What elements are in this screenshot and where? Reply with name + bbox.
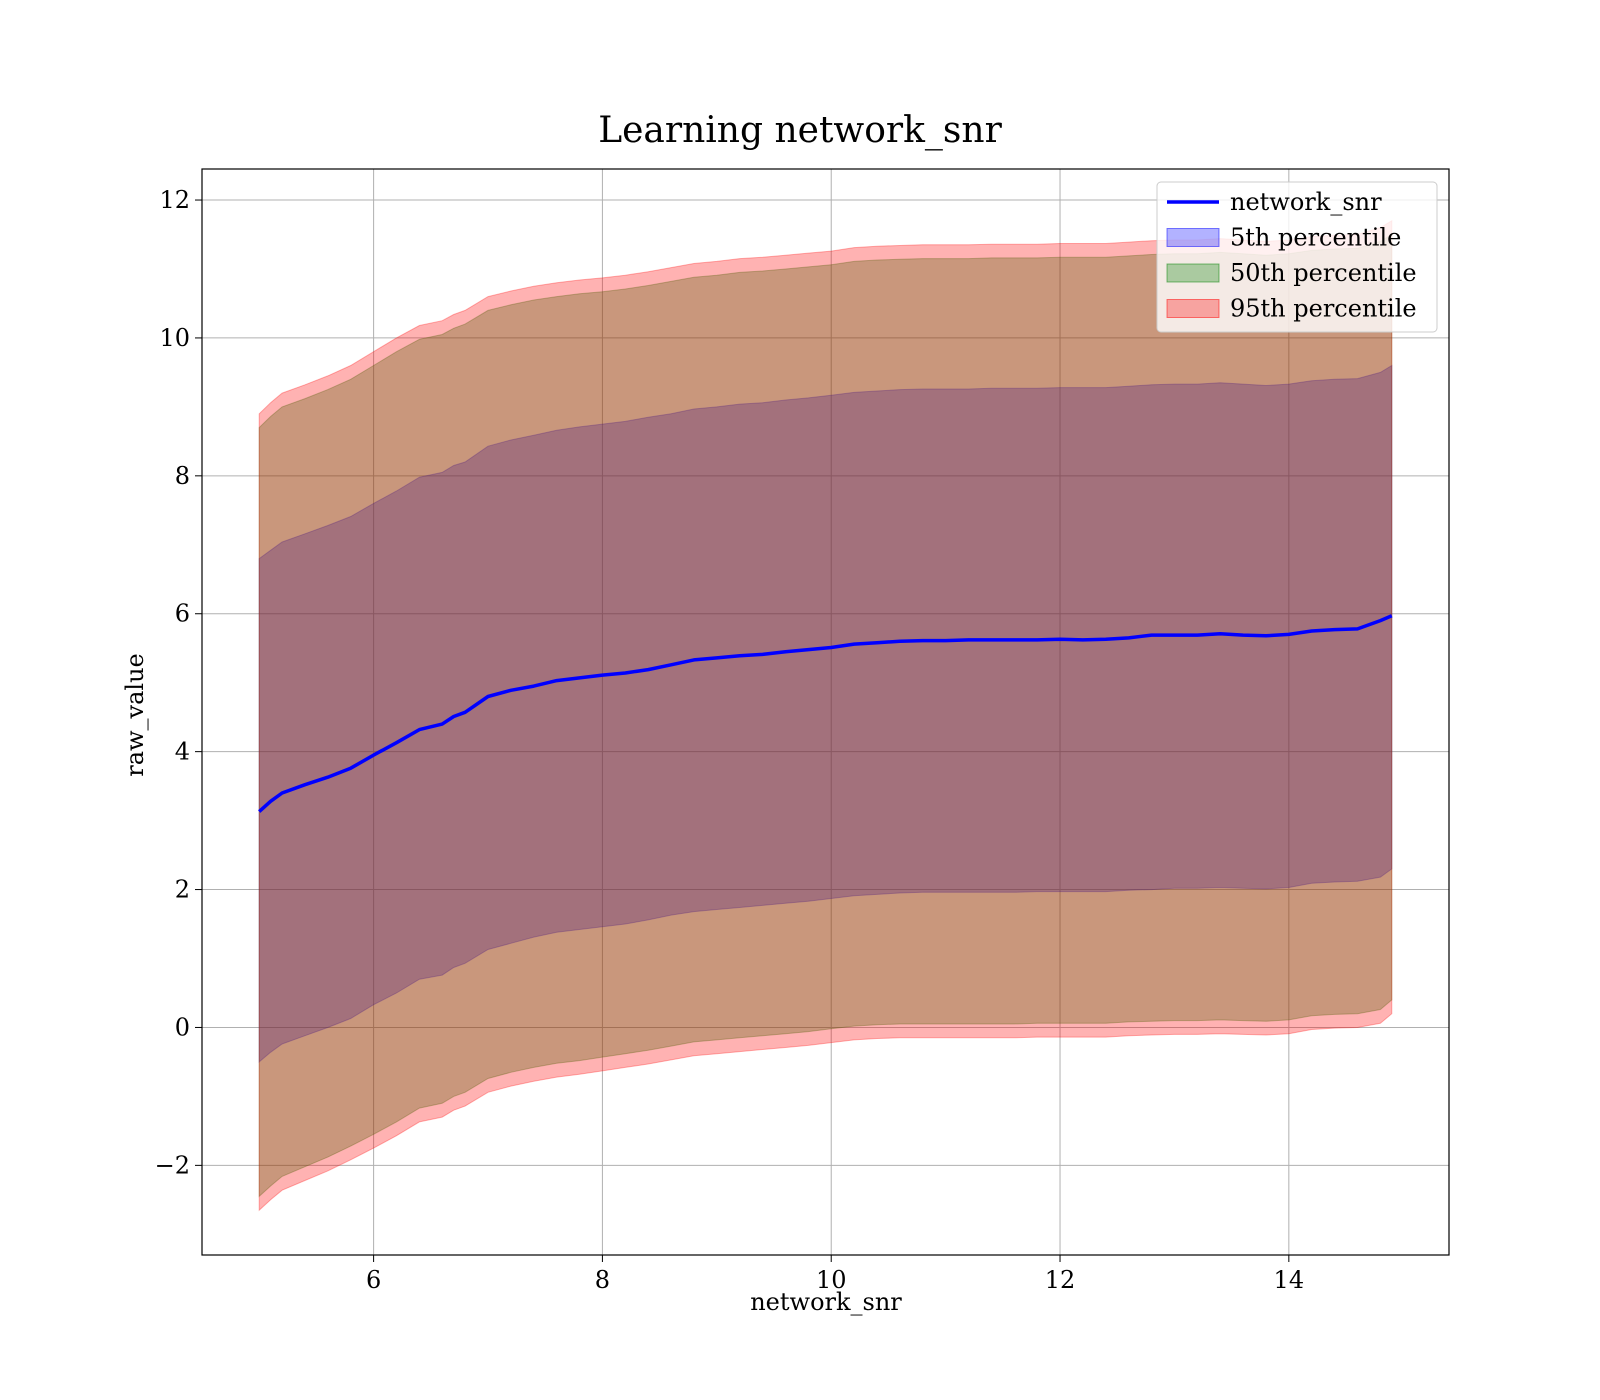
x-tick-label: 14 [1274,1266,1305,1294]
y-axis-label: raw_value [121,653,149,777]
y-tick-label: 4 [175,738,190,766]
x-tick-label: 12 [1045,1266,1076,1294]
y-tick-label: 12 [159,186,190,214]
grid [202,169,1449,1255]
legend-label: 5th percentile [1230,224,1401,252]
legend-patch-swatch [1166,263,1220,283]
y-tick-label: 2 [175,876,190,904]
legend-label: network_snr [1230,188,1382,216]
plot-background [202,169,1449,1255]
y-axis: −2 0 2 4 6 8 10 12 [155,186,202,1179]
x-tick-label: 8 [595,1266,610,1294]
y-tick-label: 8 [175,462,190,490]
lines [258,614,1393,813]
y-tick-label: 0 [175,1013,190,1041]
plot-area [201,168,1450,1256]
series-line-network-snr [258,614,1393,813]
bands [258,219,1393,1212]
legend-patch-swatch [1166,228,1220,247]
chart-title: Learning network_snr [598,110,1002,151]
x-tick-label: 6 [366,1266,381,1294]
legend-patch-swatch [1166,299,1220,318]
band-50th-percentile [258,233,1393,1198]
legend-label: 50th percentile [1230,259,1417,287]
legend: network_snr 5th percentile 50th percentile… [1156,181,1438,333]
legend-box [1156,181,1438,333]
y-tick-label: 10 [159,324,190,352]
legend-label: 95th percentile [1230,295,1417,323]
x-axis: 6 8 10 12 14 [366,1255,1304,1294]
plot-frame [201,168,1450,1256]
band-5th-percentile [258,364,1393,1063]
x-tick-label: 10 [816,1266,847,1294]
y-tick-label: −2 [155,1151,190,1179]
x-axis-label: network_snr [750,1288,902,1316]
y-tick-label: 6 [175,600,190,628]
band-95th-percentile [258,219,1393,1212]
